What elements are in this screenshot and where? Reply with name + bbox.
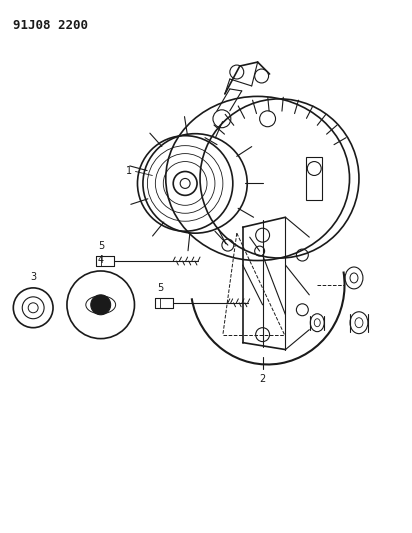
Text: 3: 3 (30, 272, 36, 282)
Circle shape (91, 295, 111, 315)
Text: 5: 5 (157, 283, 164, 293)
Text: 91J08 2200: 91J08 2200 (13, 19, 88, 33)
Text: 1: 1 (126, 166, 133, 176)
Text: 5: 5 (98, 241, 104, 251)
Text: 2: 2 (260, 375, 266, 384)
Text: 4: 4 (98, 255, 104, 265)
